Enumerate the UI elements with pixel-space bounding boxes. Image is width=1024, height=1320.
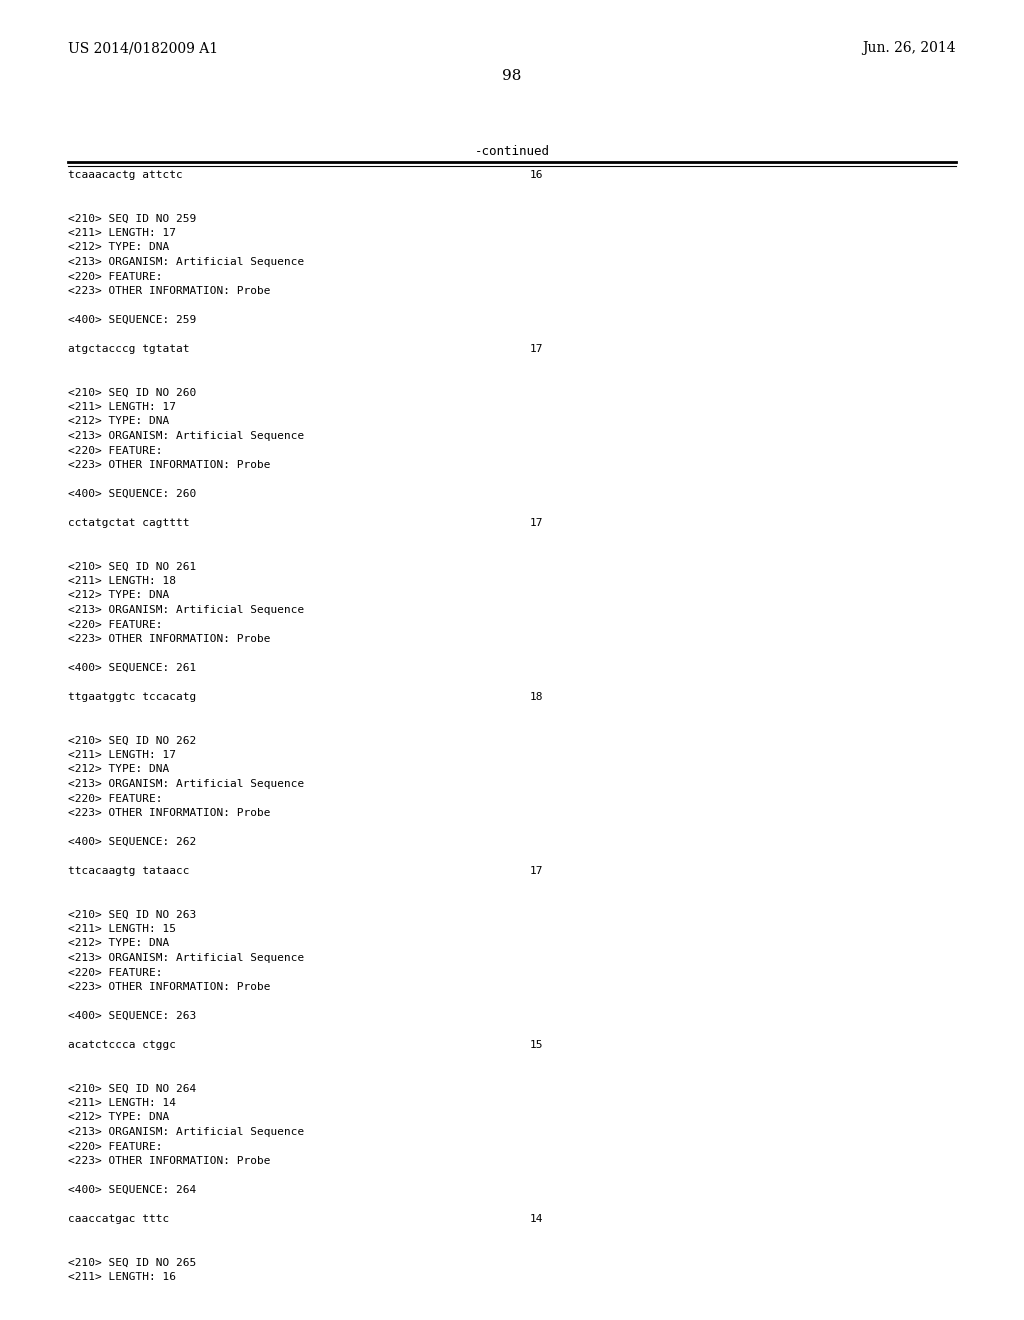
Text: <220> FEATURE:: <220> FEATURE: bbox=[68, 968, 163, 978]
Text: atgctacccg tgtatat: atgctacccg tgtatat bbox=[68, 345, 189, 354]
Text: 98: 98 bbox=[503, 69, 521, 83]
Text: caaccatgac tttc: caaccatgac tttc bbox=[68, 1214, 169, 1224]
Text: <400> SEQUENCE: 261: <400> SEQUENCE: 261 bbox=[68, 663, 197, 673]
Text: 17: 17 bbox=[530, 517, 544, 528]
Text: ttcacaagtg tataacc: ttcacaagtg tataacc bbox=[68, 866, 189, 876]
Text: 16: 16 bbox=[530, 170, 544, 180]
Text: <212> TYPE: DNA: <212> TYPE: DNA bbox=[68, 417, 169, 426]
Text: <223> OTHER INFORMATION: Probe: <223> OTHER INFORMATION: Probe bbox=[68, 982, 270, 993]
Text: <400> SEQUENCE: 259: <400> SEQUENCE: 259 bbox=[68, 315, 197, 325]
Text: <220> FEATURE:: <220> FEATURE: bbox=[68, 272, 163, 281]
Text: <210> SEQ ID NO 265: <210> SEQ ID NO 265 bbox=[68, 1258, 197, 1267]
Text: <211> LENGTH: 18: <211> LENGTH: 18 bbox=[68, 576, 176, 586]
Text: <223> OTHER INFORMATION: Probe: <223> OTHER INFORMATION: Probe bbox=[68, 459, 270, 470]
Text: <400> SEQUENCE: 260: <400> SEQUENCE: 260 bbox=[68, 488, 197, 499]
Text: <210> SEQ ID NO 260: <210> SEQ ID NO 260 bbox=[68, 388, 197, 397]
Text: <400> SEQUENCE: 263: <400> SEQUENCE: 263 bbox=[68, 1011, 197, 1020]
Text: <220> FEATURE:: <220> FEATURE: bbox=[68, 793, 163, 804]
Text: <211> LENGTH: 17: <211> LENGTH: 17 bbox=[68, 403, 176, 412]
Text: acatctccca ctggc: acatctccca ctggc bbox=[68, 1040, 176, 1049]
Text: <223> OTHER INFORMATION: Probe: <223> OTHER INFORMATION: Probe bbox=[68, 1156, 270, 1166]
Text: <211> LENGTH: 14: <211> LENGTH: 14 bbox=[68, 1098, 176, 1107]
Text: <223> OTHER INFORMATION: Probe: <223> OTHER INFORMATION: Probe bbox=[68, 286, 270, 296]
Text: <213> ORGANISM: Artificial Sequence: <213> ORGANISM: Artificial Sequence bbox=[68, 779, 304, 789]
Text: <213> ORGANISM: Artificial Sequence: <213> ORGANISM: Artificial Sequence bbox=[68, 432, 304, 441]
Text: <212> TYPE: DNA: <212> TYPE: DNA bbox=[68, 243, 169, 252]
Text: <210> SEQ ID NO 259: <210> SEQ ID NO 259 bbox=[68, 214, 197, 223]
Text: <211> LENGTH: 16: <211> LENGTH: 16 bbox=[68, 1272, 176, 1282]
Text: <213> ORGANISM: Artificial Sequence: <213> ORGANISM: Artificial Sequence bbox=[68, 1127, 304, 1137]
Text: <220> FEATURE:: <220> FEATURE: bbox=[68, 619, 163, 630]
Text: <223> OTHER INFORMATION: Probe: <223> OTHER INFORMATION: Probe bbox=[68, 808, 270, 818]
Text: <212> TYPE: DNA: <212> TYPE: DNA bbox=[68, 590, 169, 601]
Text: <223> OTHER INFORMATION: Probe: <223> OTHER INFORMATION: Probe bbox=[68, 634, 270, 644]
Text: cctatgctat cagtttt: cctatgctat cagtttt bbox=[68, 517, 189, 528]
Text: <220> FEATURE:: <220> FEATURE: bbox=[68, 446, 163, 455]
Text: <210> SEQ ID NO 264: <210> SEQ ID NO 264 bbox=[68, 1084, 197, 1093]
Text: <211> LENGTH: 17: <211> LENGTH: 17 bbox=[68, 750, 176, 760]
Text: <210> SEQ ID NO 262: <210> SEQ ID NO 262 bbox=[68, 735, 197, 746]
Text: <210> SEQ ID NO 263: <210> SEQ ID NO 263 bbox=[68, 909, 197, 920]
Text: <220> FEATURE:: <220> FEATURE: bbox=[68, 1142, 163, 1151]
Text: <210> SEQ ID NO 261: <210> SEQ ID NO 261 bbox=[68, 561, 197, 572]
Text: <400> SEQUENCE: 264: <400> SEQUENCE: 264 bbox=[68, 1185, 197, 1195]
Text: <212> TYPE: DNA: <212> TYPE: DNA bbox=[68, 1113, 169, 1122]
Text: 14: 14 bbox=[530, 1214, 544, 1224]
Text: <213> ORGANISM: Artificial Sequence: <213> ORGANISM: Artificial Sequence bbox=[68, 605, 304, 615]
Text: US 2014/0182009 A1: US 2014/0182009 A1 bbox=[68, 41, 218, 55]
Text: <211> LENGTH: 15: <211> LENGTH: 15 bbox=[68, 924, 176, 935]
Text: <213> ORGANISM: Artificial Sequence: <213> ORGANISM: Artificial Sequence bbox=[68, 953, 304, 964]
Text: 17: 17 bbox=[530, 345, 544, 354]
Text: tcaaacactg attctc: tcaaacactg attctc bbox=[68, 170, 182, 180]
Text: 18: 18 bbox=[530, 692, 544, 702]
Text: <211> LENGTH: 17: <211> LENGTH: 17 bbox=[68, 228, 176, 238]
Text: <212> TYPE: DNA: <212> TYPE: DNA bbox=[68, 939, 169, 949]
Text: ttgaatggtc tccacatg: ttgaatggtc tccacatg bbox=[68, 692, 197, 702]
Text: Jun. 26, 2014: Jun. 26, 2014 bbox=[862, 41, 956, 55]
Text: <400> SEQUENCE: 262: <400> SEQUENCE: 262 bbox=[68, 837, 197, 847]
Text: <213> ORGANISM: Artificial Sequence: <213> ORGANISM: Artificial Sequence bbox=[68, 257, 304, 267]
Text: 17: 17 bbox=[530, 866, 544, 876]
Text: 15: 15 bbox=[530, 1040, 544, 1049]
Text: <212> TYPE: DNA: <212> TYPE: DNA bbox=[68, 764, 169, 775]
Text: -continued: -continued bbox=[474, 145, 550, 158]
